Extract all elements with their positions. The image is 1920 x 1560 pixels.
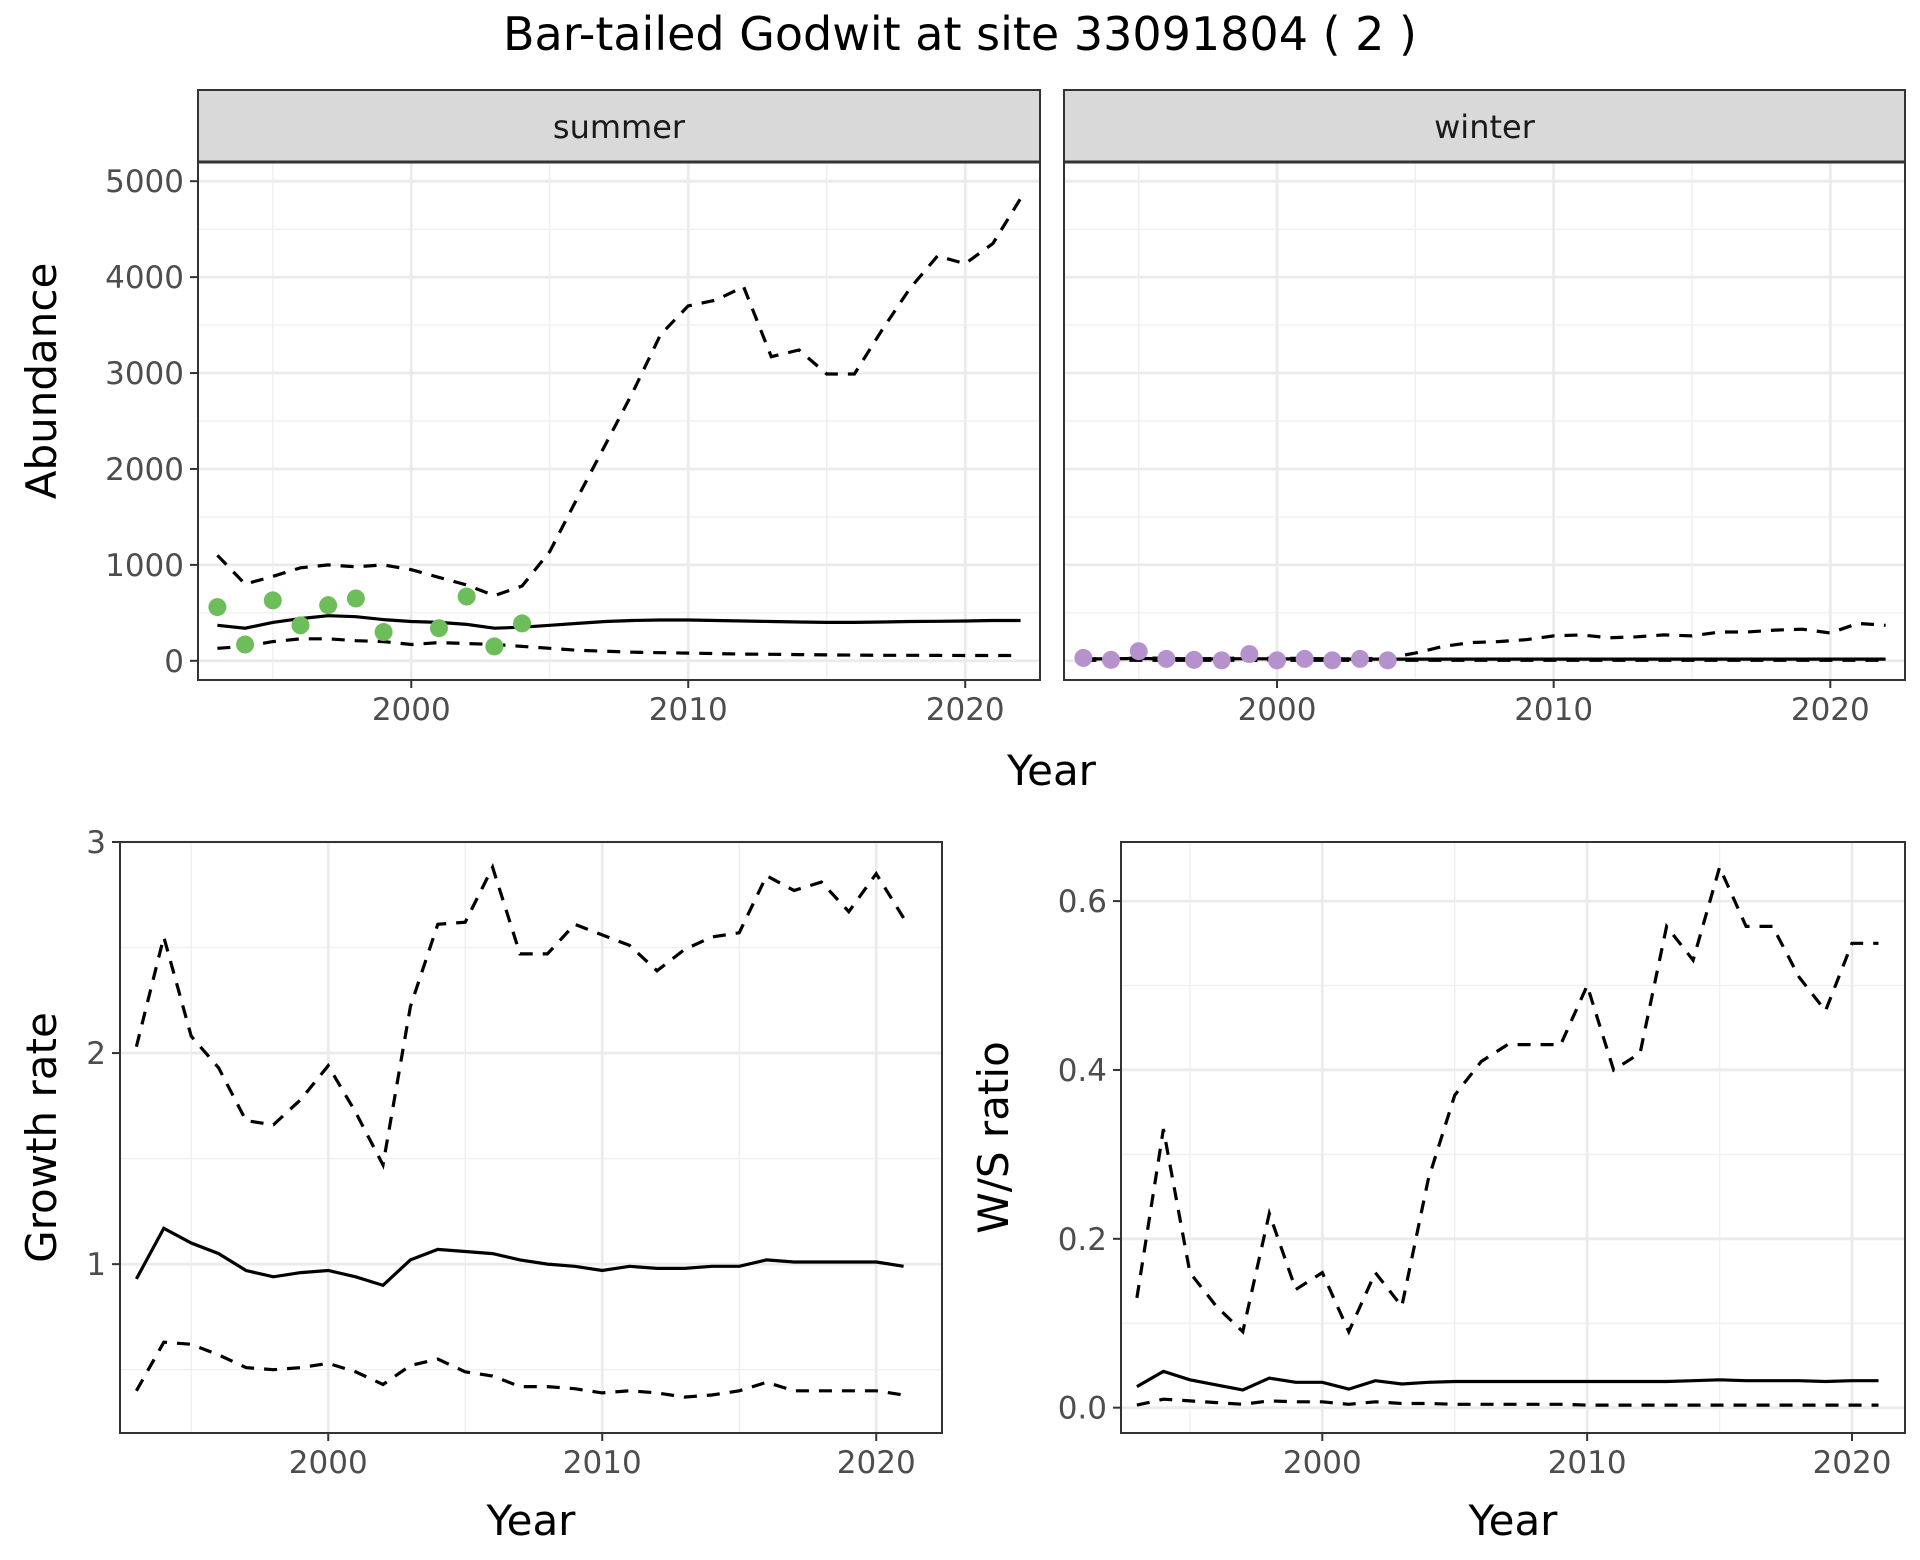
data-point <box>291 616 310 635</box>
x-tick-label: 2000 <box>289 1445 368 1481</box>
y-tick-label: 4000 <box>105 260 184 296</box>
data-point <box>208 598 227 617</box>
plot-background <box>120 842 942 1433</box>
x-tick-label: 2020 <box>837 1445 916 1481</box>
data-point <box>374 623 393 642</box>
x-tick-label: 2020 <box>1791 692 1870 728</box>
data-point <box>1102 650 1121 669</box>
data-point <box>485 637 504 656</box>
x-tick-label: 2010 <box>1514 692 1593 728</box>
upper-bound-line <box>216 197 1022 598</box>
mean-line <box>134 1226 904 1288</box>
growth-y-axis-label: Growth rate <box>17 1012 66 1263</box>
x-tick-label: 2010 <box>649 692 728 728</box>
facet-winter: 2000 2010 2020 winter <box>1063 89 1906 728</box>
lower-bound-line <box>1136 1397 1879 1407</box>
x-tick-label: 2020 <box>926 692 1005 728</box>
data-point <box>1212 651 1231 670</box>
x-tick-label: 2010 <box>1548 1445 1627 1481</box>
abundance-chart: 2000 2010 2020010002000300040005000summer … <box>17 89 1906 795</box>
chart-title: Bar-tailed Godwit at site 33091804 ( 2 ) <box>503 7 1417 61</box>
y-tick-label: 0.6 <box>1058 884 1107 920</box>
y-tick-label: 0.0 <box>1058 1391 1107 1427</box>
y-tick-label: 0 <box>164 644 184 680</box>
x-tick-label: 2010 <box>563 1445 642 1481</box>
data-point <box>457 587 476 606</box>
facet-strip <box>1063 89 1906 163</box>
data-point <box>1157 649 1176 668</box>
facet-strip-label: summer <box>553 108 686 146</box>
data-point <box>1378 651 1397 670</box>
data-point <box>319 596 338 615</box>
mean-line <box>1136 1369 1879 1392</box>
data-point <box>1295 649 1314 668</box>
growth-x-axis-label: Year <box>486 1496 577 1545</box>
growth-rate-chart: Growth rate Year 2000 2010 2020 1 2 3 <box>17 825 943 1545</box>
data-point <box>263 591 282 610</box>
data-point <box>513 614 532 633</box>
lower-bound-line <box>217 637 1021 658</box>
data-point <box>236 635 255 654</box>
y-tick-label: 3 <box>86 825 106 861</box>
upper-bound-line <box>134 863 905 1170</box>
upper-bound-line <box>1083 621 1886 661</box>
mean-line <box>217 614 1021 630</box>
plot-background <box>1121 842 1905 1433</box>
y-tick-label: 2 <box>86 1036 106 1072</box>
data-point <box>1185 650 1204 669</box>
data-point <box>346 589 365 608</box>
data-point <box>1074 648 1093 667</box>
y-tick-label: 0.4 <box>1058 1053 1107 1089</box>
panel-border <box>1120 841 1906 1434</box>
data-point <box>1129 642 1148 661</box>
data-point <box>1268 651 1287 670</box>
x-tick-label: 2000 <box>372 692 451 728</box>
y-tick-label: 2000 <box>105 452 184 488</box>
abundance-y-axis-label: Abundance <box>17 263 66 500</box>
ws-ratio-chart: W/S ratio Year 2000 2010 2020 0.0 0.2 0.4 0.6 <box>969 841 1906 1545</box>
lower-bound-line <box>135 1340 904 1399</box>
abundance-x-axis-label: Year <box>1006 746 1097 795</box>
facet-summer: 2000 2010 2020 0 1000 2000 3000 4000 5000 summer <box>105 89 1041 728</box>
data-point <box>429 619 448 638</box>
y-tick-label: 0.2 <box>1058 1222 1107 1258</box>
data-point <box>1240 645 1259 664</box>
y-tick-label: 1 <box>86 1247 106 1283</box>
ratio-x-axis-label: Year <box>1468 1496 1559 1545</box>
y-tick-label: 1000 <box>105 548 184 584</box>
mean-line <box>1083 656 1886 661</box>
x-tick-label: 2000 <box>1238 692 1317 728</box>
panel-border <box>119 841 943 1434</box>
x-tick-label: 2020 <box>1813 1445 1892 1481</box>
y-tick-label: 5000 <box>105 164 184 200</box>
y-tick-label: 3000 <box>105 356 184 392</box>
data-point <box>1351 649 1370 668</box>
ratio-y-axis-label: W/S ratio <box>969 1041 1018 1234</box>
facet-strip-label: winter <box>1434 108 1536 146</box>
x-tick-label: 2000 <box>1283 1445 1362 1481</box>
data-point <box>1323 651 1342 670</box>
